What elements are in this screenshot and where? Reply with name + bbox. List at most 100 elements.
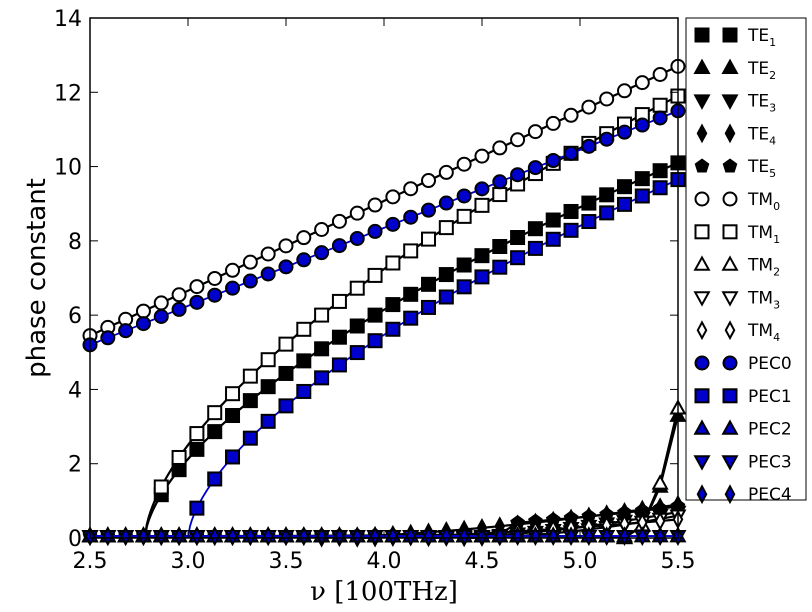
legend-label: TE3 [747, 92, 776, 115]
data-point [171, 449, 187, 465]
legend-entry: PEC0 [694, 354, 792, 374]
data-point [654, 526, 666, 547]
legend-entry: TM2 [693, 255, 780, 279]
legend: TE1TE2TE3TE4TE5TM0TM1TM2TM3TM4PEC0PEC1PE… [685, 17, 807, 505]
legend-label: PEC4 [748, 485, 792, 505]
data-point [385, 297, 401, 313]
data-point [244, 526, 256, 547]
data-point [616, 124, 632, 140]
data-point [616, 196, 632, 212]
data-point [153, 295, 169, 311]
y-tick-label: 4 [68, 378, 82, 403]
legend-marker [696, 320, 708, 341]
legend-marker [696, 123, 708, 144]
data-point [581, 99, 597, 115]
data-point [316, 526, 327, 547]
data-point [403, 181, 419, 197]
data-point [349, 205, 365, 221]
data-point [545, 153, 561, 169]
legend-marker [694, 27, 710, 43]
data-point [421, 276, 437, 292]
data-point [227, 526, 238, 547]
legend-label-subscript: 4 [773, 331, 780, 344]
data-point [153, 479, 169, 495]
legend-label-text: TE [747, 92, 769, 112]
legend-label-subscript: 3 [773, 298, 780, 311]
data-point [616, 179, 632, 195]
data-point [634, 75, 650, 91]
legend-entry: PEC3 [693, 452, 792, 472]
data-point [102, 526, 114, 547]
x-tick-label: 5.5 [661, 549, 696, 574]
legend-marker [724, 484, 736, 505]
legend-label: TM0 [747, 190, 780, 213]
legend-label-text: PEC4 [748, 485, 792, 505]
data-point [456, 257, 472, 273]
data-point [225, 386, 241, 402]
legend-label-text: PEC0 [748, 354, 792, 374]
data-point [278, 238, 294, 254]
data-point [403, 286, 419, 302]
legend-marker [722, 355, 738, 371]
legend-marker [721, 58, 739, 74]
legend-marker [722, 388, 738, 404]
data-point [652, 110, 668, 126]
data-point [492, 140, 508, 156]
x-axis-label: ν [100THz] [310, 577, 458, 607]
data-point [438, 267, 454, 283]
legend-label-subscript: 2 [773, 266, 780, 279]
data-point [367, 307, 383, 323]
data-point [296, 321, 312, 337]
data-point [456, 188, 472, 204]
legend-entry: PEC4 [696, 484, 792, 505]
data-point [652, 163, 668, 179]
legend-marker [721, 419, 739, 435]
legend-label-subscript: 0 [773, 200, 780, 213]
data-point [474, 181, 490, 197]
legend-label-subscript: 4 [769, 134, 776, 147]
data-point [278, 365, 294, 381]
legend-entry: TE2 [693, 58, 776, 82]
data-point [138, 526, 149, 547]
legend-marker [722, 158, 738, 173]
x-tick-label: 5.0 [563, 549, 598, 574]
data-point [173, 526, 185, 547]
data-point [278, 398, 294, 414]
data-point [512, 526, 523, 547]
y-tick-label: 6 [68, 304, 82, 329]
data-point [349, 318, 365, 334]
series-te1 [143, 155, 686, 539]
data-point [634, 171, 650, 187]
x-tick-label: 2.5 [73, 549, 108, 574]
data-point [242, 254, 258, 270]
legend-marker [693, 419, 711, 435]
data-point [456, 208, 472, 224]
legend-label-text: PEC1 [748, 387, 792, 407]
legend-label-subscript: 1 [769, 36, 776, 49]
data-point [260, 413, 276, 429]
data-point [438, 289, 454, 305]
data-point [314, 341, 330, 357]
data-point [314, 307, 330, 323]
data-point [314, 370, 330, 386]
data-point [492, 174, 508, 190]
data-point [385, 255, 401, 271]
data-point [438, 195, 454, 211]
data-point [510, 230, 526, 246]
data-point [349, 231, 365, 247]
data-point [262, 526, 274, 547]
data-point [545, 231, 561, 247]
legend-label-text: TM [747, 288, 773, 308]
data-point [563, 107, 579, 123]
legend-label-subscript: 5 [769, 167, 776, 180]
data-point [492, 259, 508, 275]
data-point [563, 203, 579, 219]
data-point [474, 148, 490, 164]
data-point [440, 526, 452, 547]
data-point [652, 97, 668, 113]
data-point [492, 187, 508, 203]
data-point [545, 212, 561, 228]
data-point [616, 83, 632, 99]
data-point [260, 246, 276, 262]
